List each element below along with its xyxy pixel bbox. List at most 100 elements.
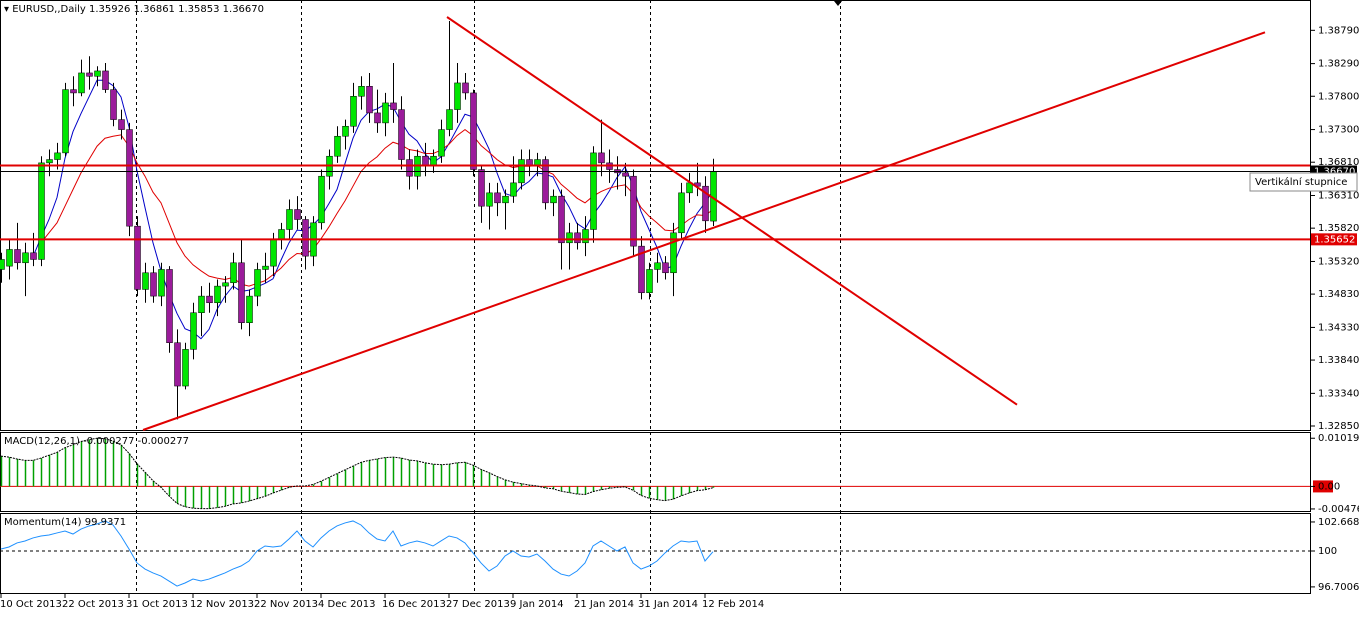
momentum-line <box>0 520 714 587</box>
x-tick-label: 4 Dec 2013 <box>318 599 376 610</box>
candle-body <box>654 262 661 270</box>
signal-value: -0.000277 <box>138 436 189 447</box>
candle-body <box>342 125 349 137</box>
candle-body <box>334 135 341 157</box>
y-tick-label: 1.33840 <box>1318 355 1359 366</box>
candle-body <box>542 159 549 204</box>
candle-body <box>670 232 677 274</box>
candle-body <box>270 239 277 267</box>
candle-body <box>38 162 45 260</box>
momentum-title: Momentum(14) <box>4 517 82 528</box>
y-tick-label: -0.004766 <box>1318 504 1359 515</box>
momentum-panel-frame <box>0 513 1311 594</box>
candle-body <box>406 159 413 177</box>
candle-body <box>390 102 397 110</box>
candle-body <box>510 182 517 197</box>
candle-body <box>398 109 405 160</box>
candle-body <box>438 129 445 157</box>
y-tick-label: 1.37800 <box>1318 91 1359 102</box>
candle-body <box>574 232 581 244</box>
candle-body <box>142 272 149 290</box>
y-tick-label: 1.36810 <box>1318 157 1359 168</box>
momentum-plot <box>0 520 1310 587</box>
candle-body <box>350 96 357 127</box>
y-tick-label: 1.36310 <box>1318 191 1359 202</box>
main-panel-frame <box>0 0 1311 431</box>
candle-body <box>278 229 285 240</box>
candle-body <box>230 262 237 284</box>
y-tick-label: 1.34330 <box>1318 322 1359 333</box>
candle-body <box>78 72 85 94</box>
candle-body <box>174 342 181 387</box>
macd-panel-frame <box>0 432 1311 512</box>
y-tick-label: 1.35320 <box>1318 256 1359 267</box>
candle-body <box>158 269 165 297</box>
high-label: 1.36861 <box>134 4 175 15</box>
candle-body <box>110 89 117 120</box>
chart-title: EURUSD,,Daily <box>12 4 86 15</box>
candle-body <box>598 152 605 164</box>
y-tick-label: 1.33340 <box>1318 388 1359 399</box>
signal-line <box>0 437 714 510</box>
y-tick-label: 0.010192 <box>1318 433 1359 444</box>
y-tick-label: 0.00 <box>1318 481 1340 492</box>
y-tick-label: 1.35820 <box>1318 223 1359 234</box>
x-tick-label: 9 Jan 2014 <box>510 599 564 610</box>
y-tick-label: 1.38290 <box>1318 59 1359 70</box>
candle-body <box>54 152 61 160</box>
candle-body <box>70 89 77 94</box>
candle-body <box>126 129 133 227</box>
candle-body <box>286 209 293 230</box>
x-tick-label: 27 Dec 2013 <box>446 599 510 610</box>
x-tick-label: 31 Oct 2013 <box>126 599 188 610</box>
candle-body <box>206 295 213 304</box>
low-label: 1.35853 <box>178 4 219 15</box>
macd-header: MACD(12,26,1) -0.000277 -0.000277 <box>4 436 189 447</box>
y-tick-label: 96.7006 <box>1318 582 1359 593</box>
candle-body <box>374 112 381 124</box>
candle-body <box>30 252 37 260</box>
candle-body <box>494 192 501 204</box>
y-tick-label: 1.38790 <box>1318 25 1359 36</box>
close-label: 1.36670 <box>223 4 264 15</box>
level-label-box <box>1311 233 1357 246</box>
candle-body <box>86 72 93 77</box>
y-tick-label: 102.6682 <box>1318 517 1359 528</box>
candle-body <box>486 192 493 207</box>
x-tick-label: 16 Dec 2013 <box>382 599 446 610</box>
candle-body <box>678 192 685 234</box>
candle-body <box>294 209 301 220</box>
candle-body <box>550 195 557 204</box>
zero-label-box <box>1313 480 1333 493</box>
macd-value: -0.000277 <box>83 436 134 447</box>
level-label: 1.35652 <box>1314 234 1355 245</box>
candle-body <box>558 195 565 244</box>
candle-body <box>62 89 69 154</box>
candle-body <box>102 70 109 90</box>
candle-body <box>262 265 269 270</box>
x-tick-label: 12 Feb 2014 <box>702 599 764 610</box>
candle-body <box>318 175 325 224</box>
x-tick-label: 12 Nov 2013 <box>190 599 254 610</box>
candle-body <box>646 269 653 294</box>
candle-body <box>214 285 221 304</box>
candle-body <box>6 249 13 267</box>
momentum-header: Momentum(14) 99.9371 <box>4 517 126 528</box>
macd-title: MACD(12,26,1) <box>4 436 80 447</box>
panel-frames <box>0 0 1311 594</box>
candle-body <box>302 219 309 257</box>
candle-body <box>14 249 21 264</box>
axes: 1.32850 1.33340 1.33840 1.34330 1.34830 1.353… <box>0 25 1359 610</box>
y-tick-label: 1.32850 <box>1318 421 1359 432</box>
candle-body <box>150 272 157 297</box>
tooltip: Vertikální stupnice <box>1255 176 1347 188</box>
open-label: 1.35926 <box>89 4 130 15</box>
candle-body <box>134 225 141 290</box>
candle-body <box>198 295 205 314</box>
candle-body <box>254 269 261 297</box>
candle-body <box>446 109 453 130</box>
candle-body <box>94 70 101 77</box>
candle-body <box>182 349 189 387</box>
